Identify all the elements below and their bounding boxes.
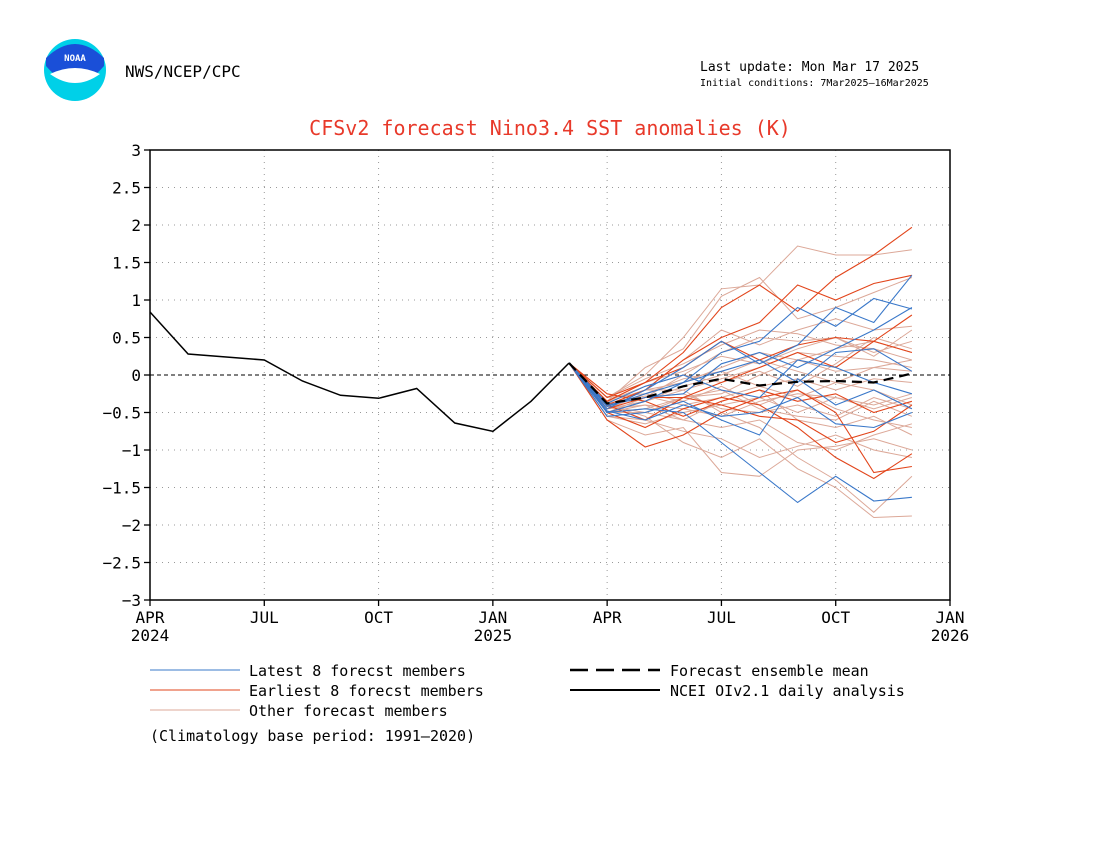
earliest-member-line	[568, 362, 913, 480]
latest-member-line	[568, 359, 913, 405]
x-tick-year: 2024	[131, 626, 170, 645]
analysis-line	[149, 311, 570, 433]
legend-label-other: Other forecast members	[249, 702, 448, 720]
logo-wave	[50, 68, 100, 83]
y-tick-label: −2	[122, 516, 141, 535]
latest-member-line	[568, 297, 913, 414]
legend: Latest 8 forecst members Earliest 8 forec…	[150, 662, 905, 720]
earliest-member-line	[568, 362, 912, 474]
x-tick-year: 2025	[474, 626, 513, 645]
climatology-footnote: (Climatology base period: 1991–2020)	[150, 727, 475, 745]
ensemble-mean-series	[568, 362, 913, 405]
x-tick-year: 2026	[931, 626, 970, 645]
y-tick-label: 2	[131, 216, 141, 235]
grid-lines	[150, 150, 950, 600]
agency-label: NWS/NCEP/CPC	[125, 62, 241, 81]
y-tick-label: 2.5	[112, 179, 141, 198]
earliest-member-line	[568, 362, 913, 444]
latest-member-line	[568, 274, 913, 410]
x-tick-label: OCT	[364, 608, 393, 627]
other-member-line	[568, 276, 913, 402]
x-tick-label: JAN	[478, 608, 507, 627]
other-member-line	[568, 362, 913, 513]
x-tick-label: JUL	[250, 608, 279, 627]
legend-label-mean: Forecast ensemble mean	[670, 662, 869, 680]
y-tick-label: 3	[131, 141, 141, 160]
earliest-member-line	[568, 340, 913, 421]
initial-conditions-text: Initial conditions: 7Mar2025–16Mar2025	[700, 78, 929, 89]
other-member-line	[568, 351, 912, 403]
y-tick-label: 1.5	[112, 254, 141, 273]
latest-member-line	[568, 362, 913, 429]
legend-label-earliest: Earliest 8 forecst members	[249, 682, 484, 700]
legend-label-analysis: NCEI OIv2.1 daily analysis	[670, 682, 905, 700]
latest-member-line	[568, 362, 912, 504]
y-tick-label: 0	[131, 366, 141, 385]
analysis-series	[149, 311, 570, 433]
y-axis: 3 2.5 2 1.5 1 0.5 0 −0.5 −1 −1.5 −2 −2.5 −3	[102, 141, 150, 610]
x-tick-label: APR	[136, 608, 165, 627]
other-member-line	[568, 329, 913, 399]
y-tick-label: −0.5	[102, 404, 141, 423]
latest-members-series	[568, 274, 913, 504]
x-tick-label: APR	[593, 608, 622, 627]
earliest-members-series	[568, 226, 913, 480]
latest-member-line	[568, 348, 913, 408]
y-tick-label: 1	[131, 291, 141, 310]
noaa-logo: NOAA	[44, 39, 106, 101]
ensemble-mean-line	[568, 362, 913, 405]
earliest-member-line	[568, 226, 913, 399]
legend-label-latest: Latest 8 forecst members	[249, 662, 466, 680]
y-tick-label: −2.5	[102, 554, 141, 573]
logo-text: NOAA	[64, 54, 86, 64]
last-update-text: Last update: Mon Mar 17 2025	[700, 60, 919, 75]
x-tick-label: JUL	[707, 608, 736, 627]
x-tick-label: JAN	[936, 608, 965, 627]
chart-title: CFSv2 forecast Nino3.4 SST anomalies (K)	[309, 116, 791, 140]
latest-member-line	[568, 307, 913, 406]
earliest-member-line	[568, 362, 913, 417]
latest-member-line	[568, 362, 913, 436]
other-member-line	[568, 362, 913, 421]
y-tick-label: 0.5	[112, 329, 141, 348]
x-tick-label: OCT	[821, 608, 850, 627]
y-tick-label: −1	[122, 441, 141, 460]
y-tick-label: −1.5	[102, 479, 141, 498]
y-tick-label: −3	[122, 591, 141, 610]
